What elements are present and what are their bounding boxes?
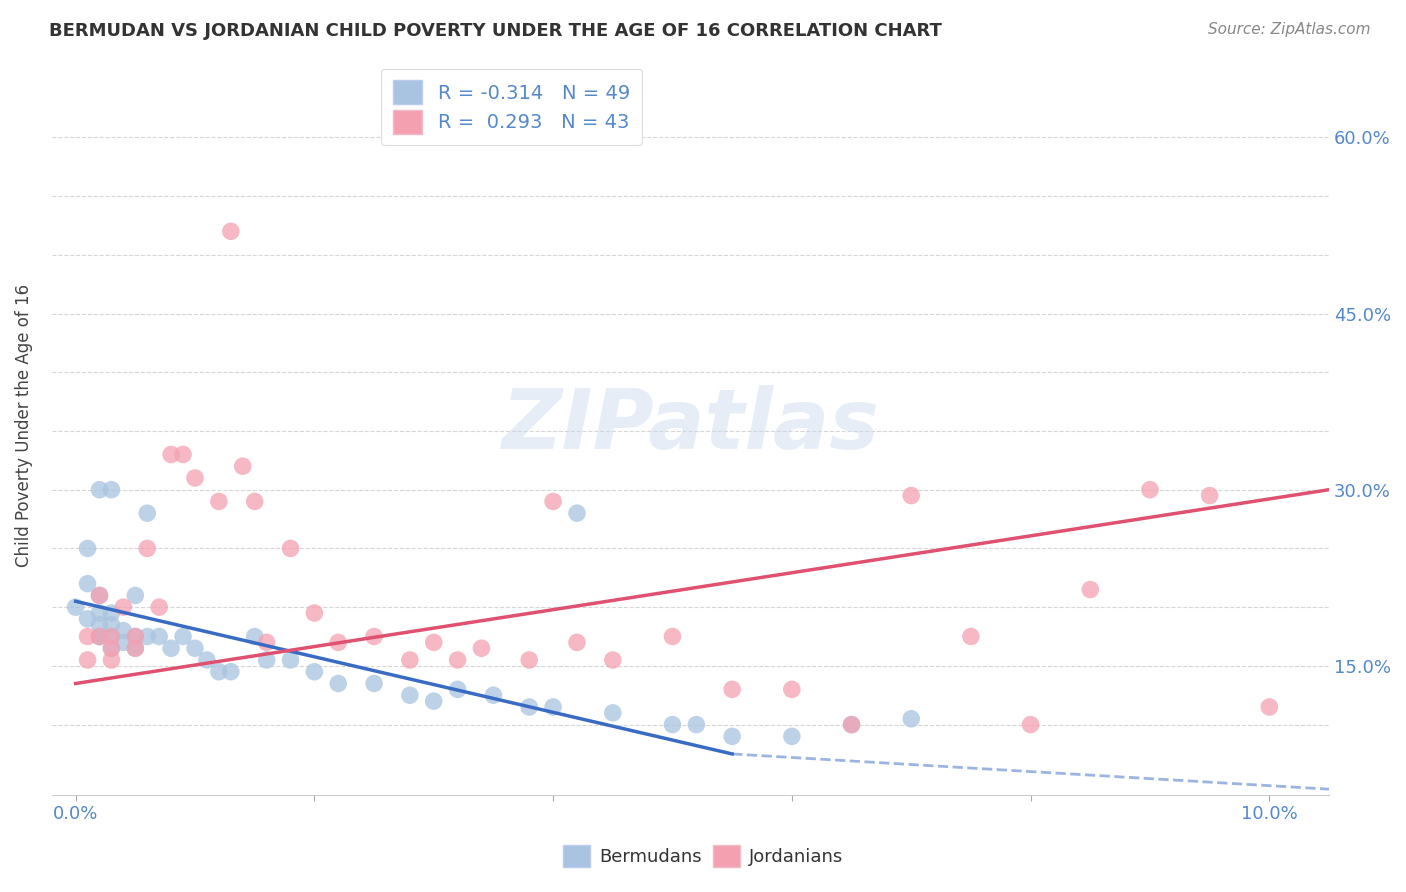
Point [160,447,183,461]
Point [172,447,194,461]
Point [76,541,98,556]
Point [363,676,385,690]
Point [89,588,111,602]
Point [124,641,146,656]
Point [399,688,422,702]
Point [470,641,492,656]
Point [422,694,444,708]
Point [148,630,170,644]
Point [661,717,683,731]
Point [184,641,207,656]
Text: ZIPatlas: ZIPatlas [502,384,879,466]
Point [184,471,207,485]
Point [482,688,505,702]
Point [685,717,707,731]
Point [100,606,122,620]
Point [89,588,111,602]
Point [841,717,863,731]
Point [1139,483,1161,497]
Point [602,653,624,667]
Point [89,630,111,644]
Point [89,483,111,497]
Point [446,653,468,667]
Point [1198,489,1220,503]
Point [112,624,135,638]
Point [243,494,266,508]
Point [124,630,146,644]
Point [112,635,135,649]
Point [960,630,983,644]
Point [602,706,624,720]
Point [661,630,683,644]
Point [124,630,146,644]
Point [900,489,922,503]
Point [328,676,350,690]
Point [160,641,183,656]
Text: Source: ZipAtlas.com: Source: ZipAtlas.com [1208,22,1371,37]
Point [256,635,278,649]
Point [219,665,242,679]
Point [136,630,159,644]
Point [172,630,194,644]
Point [256,653,278,667]
Point [280,653,302,667]
Text: BERMUDAN VS JORDANIAN CHILD POVERTY UNDER THE AGE OF 16 CORRELATION CHART: BERMUDAN VS JORDANIAN CHILD POVERTY UNDE… [49,22,942,40]
Point [565,635,588,649]
Point [721,729,744,743]
Point [100,630,122,644]
Point [100,483,122,497]
Point [565,506,588,520]
Point [841,717,863,731]
Legend: Bermudans, Jordanians: Bermudans, Jordanians [555,838,851,874]
Point [100,641,122,656]
Point [100,641,122,656]
Point [136,541,159,556]
Point [208,665,231,679]
Point [136,506,159,520]
Point [89,630,111,644]
Point [208,494,231,508]
Point [219,224,242,238]
Point [399,653,422,667]
Point [89,630,111,644]
Point [721,682,744,697]
Point [100,653,122,667]
Legend: R = -0.314   N = 49, R =  0.293   N = 43: R = -0.314 N = 49, R = 0.293 N = 43 [381,69,641,145]
Point [328,635,350,649]
Point [304,665,326,679]
Point [148,600,170,615]
Point [1019,717,1042,731]
Point [76,576,98,591]
Point [1258,700,1281,714]
Point [541,494,564,508]
Point [541,700,564,714]
Point [65,600,87,615]
Point [124,588,146,602]
Point [232,459,254,474]
Point [517,653,540,667]
Point [1078,582,1101,597]
Y-axis label: Child Poverty Under the Age of 16: Child Poverty Under the Age of 16 [15,284,32,566]
Point [195,653,218,667]
Point [89,606,111,620]
Point [76,653,98,667]
Point [243,630,266,644]
Point [363,630,385,644]
Point [76,612,98,626]
Point [304,606,326,620]
Point [446,682,468,697]
Point [124,641,146,656]
Point [422,635,444,649]
Point [76,630,98,644]
Point [100,617,122,632]
Point [780,729,803,743]
Point [780,682,803,697]
Point [900,712,922,726]
Point [112,600,135,615]
Point [89,617,111,632]
Point [517,700,540,714]
Point [100,630,122,644]
Point [280,541,302,556]
